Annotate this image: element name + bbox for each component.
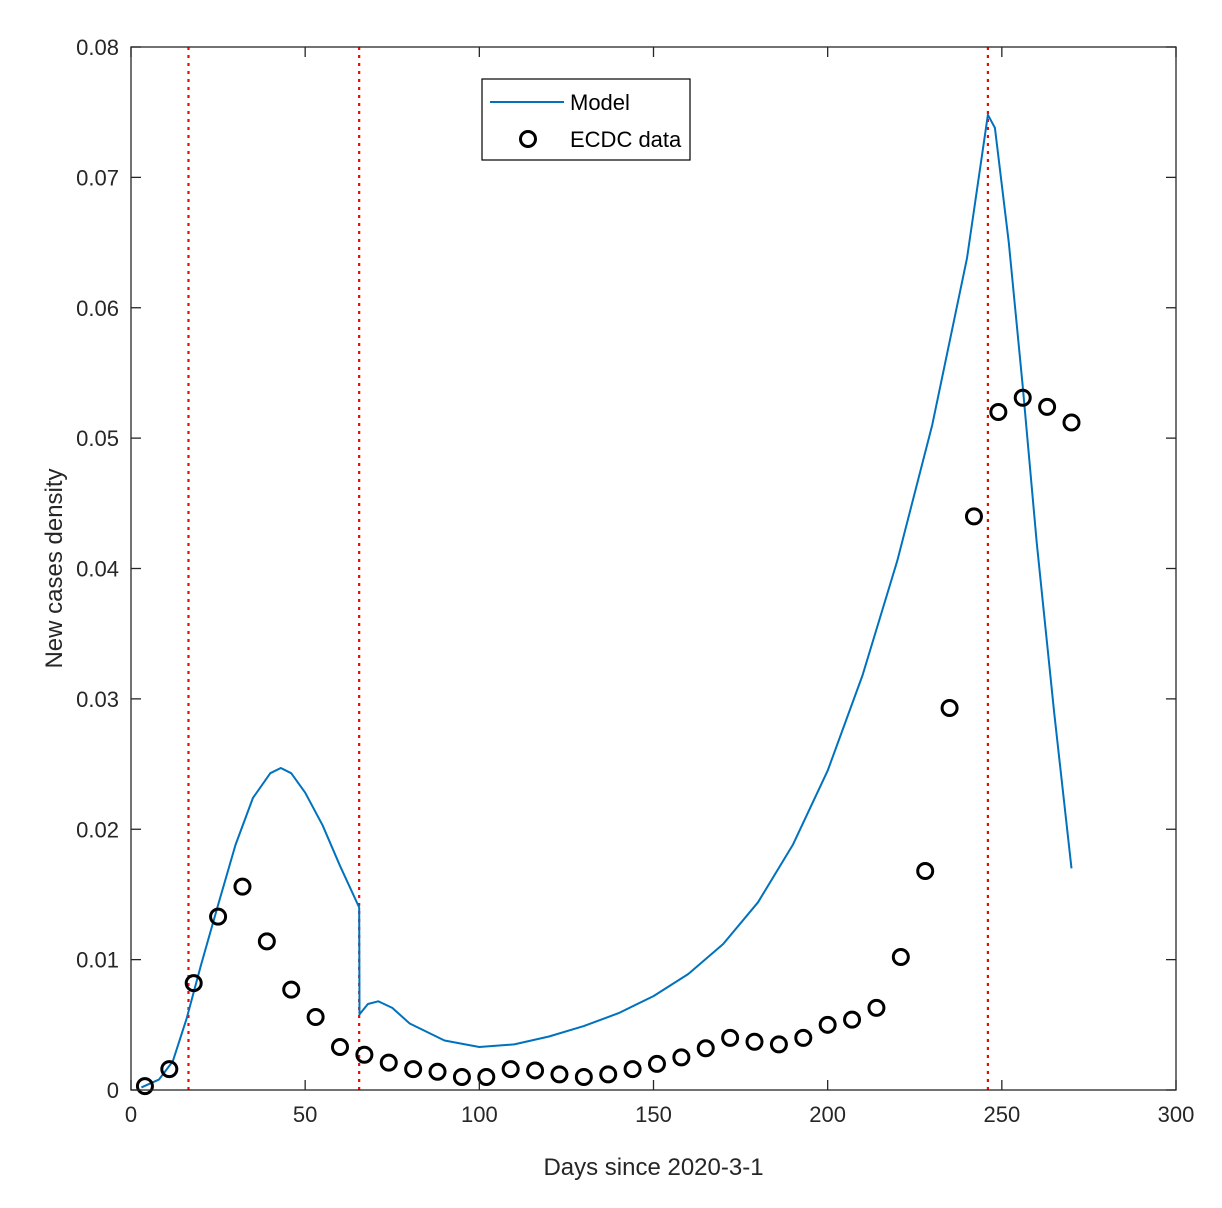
data-point-ecdc [1013,388,1032,407]
data-point-ecdc [355,1045,374,1064]
data-point-ecdc [794,1028,813,1047]
plot-area [135,47,1081,1096]
data-point-ecdc [867,998,886,1017]
data-point-ecdc [184,974,203,993]
data-point-ecdc [745,1032,764,1051]
data-point-ecdc [599,1065,618,1084]
legend-model-label: Model [570,90,630,115]
x-tick-label: 0 [125,1102,137,1127]
data-point-ecdc [135,1077,154,1096]
data-point-ecdc [1062,413,1081,432]
data-point-ecdc [989,403,1008,422]
y-tick-label: 0.07 [76,165,119,190]
data-point-ecdc [257,932,276,951]
data-point-ecdc [428,1062,447,1081]
series-line-model [140,113,1073,1089]
y-tick-label: 0.02 [76,817,119,842]
legend: Model ECDC data [481,78,691,161]
y-tick-label: 0.05 [76,426,119,451]
data-point-ecdc [282,980,301,999]
legend-ecdc-label: ECDC data [570,127,682,152]
data-point-ecdc [891,948,910,967]
data-point-ecdc [696,1039,715,1058]
data-point-ecdc [501,1060,520,1079]
data-point-ecdc [574,1067,593,1086]
data-point-ecdc [964,507,983,526]
x-axis-title: Days since 2020-3-1 [543,1154,763,1181]
y-tick-label: 0 [107,1078,119,1103]
legend-ecdc-swatch [519,130,537,148]
y-tick-label: 0.06 [76,296,119,321]
data-point-ecdc [769,1035,788,1054]
data-point-ecdc [721,1028,740,1047]
data-point-ecdc [647,1054,666,1073]
x-tick-label: 250 [983,1102,1020,1127]
data-point-ecdc [452,1067,471,1086]
x-tick-label: 200 [809,1102,846,1127]
data-point-ecdc [843,1010,862,1029]
data-point-ecdc [623,1060,642,1079]
data-point-ecdc [550,1065,569,1084]
y-tick-label: 0.03 [76,687,119,712]
x-tick-label: 50 [293,1102,317,1127]
data-point-ecdc [209,907,228,926]
data-point-ecdc [306,1007,325,1026]
data-point-ecdc [233,877,252,896]
data-point-ecdc [818,1015,837,1034]
x-tick-label: 100 [461,1102,498,1127]
data-point-ecdc [379,1053,398,1072]
y-tick-label: 0.01 [76,948,119,973]
data-point-ecdc [331,1037,349,1056]
data-point-ecdc [526,1061,545,1080]
data-point-ecdc [477,1067,496,1086]
data-point-ecdc [940,699,959,718]
data-point-ecdc [160,1060,179,1079]
axes: 0 50 100 150 200 250 300 0 0.01 0.02 0.03 0.04 0.05 0… [76,35,1194,1127]
data-point-ecdc [1038,397,1057,416]
legend-box [481,78,691,161]
data-point-ecdc [916,861,935,880]
x-tick-label: 300 [1158,1102,1195,1127]
data-point-ecdc [404,1060,423,1079]
y-tick-label: 0.08 [76,35,119,60]
y-axis-title: New cases density [41,468,68,668]
x-tick-label: 150 [635,1102,672,1127]
data-point-ecdc [672,1048,691,1067]
y-tick-label: 0.04 [76,557,119,582]
